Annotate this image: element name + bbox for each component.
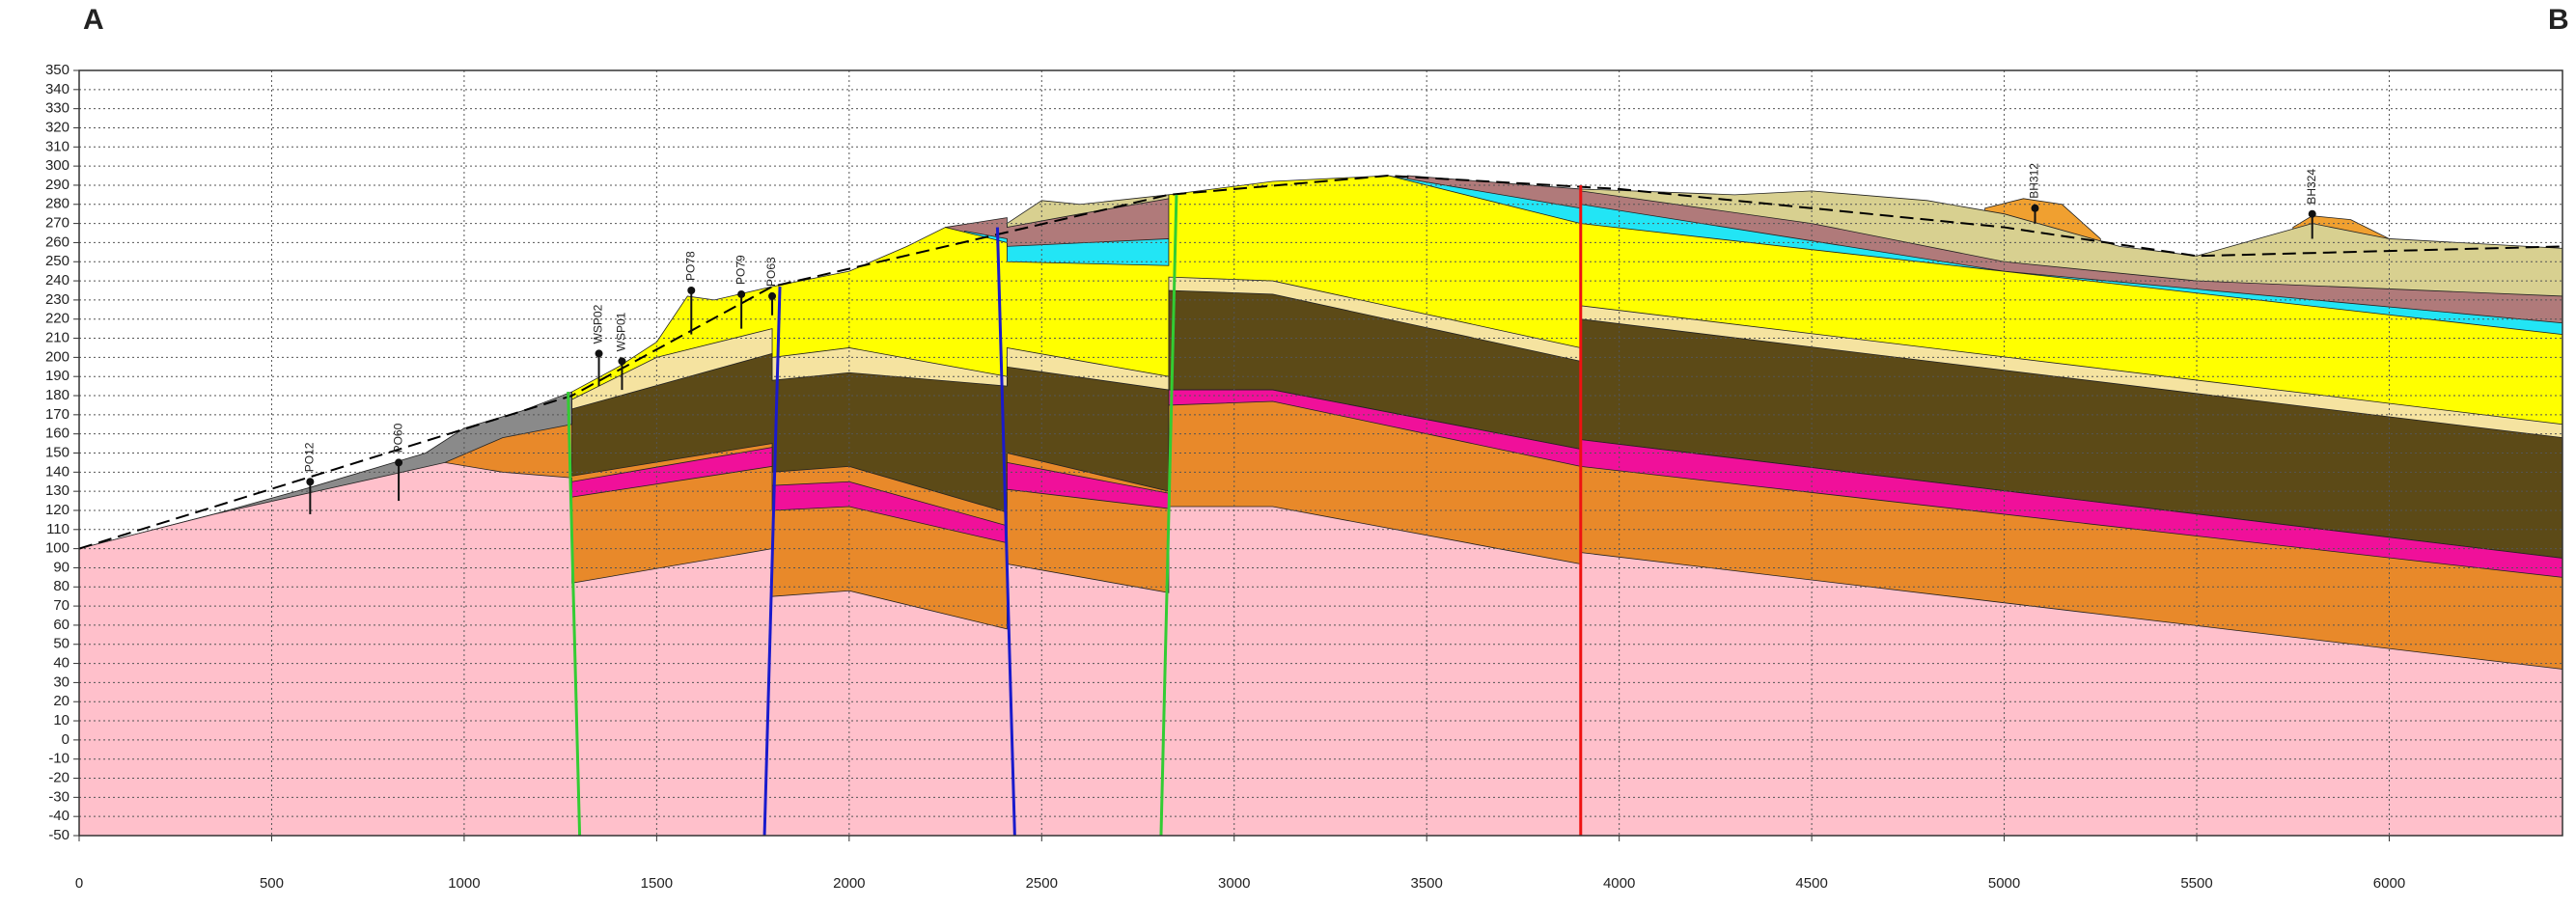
y-tick-label: -10 — [48, 751, 69, 767]
y-tick-label: 220 — [45, 311, 69, 327]
y-tick-label: 30 — [53, 673, 69, 690]
borehole-collar — [687, 287, 695, 294]
borehole-label: PO79 — [734, 255, 747, 285]
borehole-label: PO78 — [683, 251, 697, 281]
section-start-label: A — [83, 4, 104, 36]
chart: A B PO12 PO60 WSP02 WSP01 PO78 PO79 PO63 BH312 B… — [0, 0, 2576, 907]
borehole-label: BH324 — [2305, 169, 2318, 205]
x-tick-label: 0 — [75, 875, 83, 892]
y-tick-label: 250 — [45, 253, 69, 269]
x-tick-label: 6000 — [2373, 875, 2405, 892]
x-tick-label: 3000 — [1218, 875, 1250, 892]
y-tick-label: 130 — [45, 482, 69, 499]
y-tick-label: 110 — [46, 521, 69, 537]
y-tick-label: 180 — [45, 387, 69, 403]
borehole-collar — [596, 349, 603, 357]
y-tick-label: 230 — [45, 291, 69, 308]
x-tick-label: 500 — [260, 875, 284, 892]
borehole-label: PO60 — [391, 423, 404, 453]
y-tick-label: 40 — [53, 655, 69, 672]
x-tick-label: 3500 — [1411, 875, 1443, 892]
y-tick-label: 260 — [45, 234, 69, 250]
borehole-collar — [2031, 205, 2038, 212]
y-tick-label: 190 — [45, 368, 69, 384]
borehole-label: WSP02 — [592, 304, 605, 344]
borehole-collar — [768, 292, 776, 300]
x-tick-label: 2000 — [833, 875, 865, 892]
y-tick-label: 120 — [45, 502, 69, 518]
section-end-label: B — [2548, 4, 2569, 36]
borehole-label: PO12 — [303, 442, 317, 472]
y-tick-label: 140 — [45, 463, 69, 480]
borehole-collar — [737, 290, 745, 298]
y-tick-label: 330 — [45, 100, 69, 117]
borehole-label: PO63 — [764, 257, 778, 287]
y-tick-label: 320 — [45, 119, 69, 135]
borehole-collar — [2309, 210, 2316, 218]
borehole-collar — [618, 357, 625, 365]
y-tick-label: 280 — [45, 196, 69, 212]
y-tick-label: -40 — [48, 808, 69, 824]
borehole-collar — [306, 478, 314, 485]
y-tick-label: 300 — [45, 157, 69, 174]
y-tick-label: 160 — [45, 426, 69, 442]
y-tick-label: 20 — [53, 693, 69, 709]
y-tick-label: 50 — [53, 636, 69, 652]
y-tick-label: 310 — [45, 138, 69, 154]
borehole-label: BH312 — [2028, 163, 2041, 199]
y-tick-label: 170 — [45, 406, 69, 423]
x-tick-label: 5500 — [2180, 875, 2212, 892]
borehole-collar — [395, 458, 402, 466]
y-tick-label: 70 — [53, 597, 69, 614]
x-tick-label: 1000 — [448, 875, 480, 892]
y-tick-label: 150 — [45, 444, 69, 460]
y-tick-label: 240 — [45, 272, 69, 289]
x-tick-label: 2500 — [1026, 875, 1058, 892]
y-tick-label: -20 — [48, 769, 69, 785]
borehole-label: WSP01 — [615, 312, 628, 351]
y-tick-label: 100 — [45, 540, 69, 557]
page: A B PO12 PO60 WSP02 WSP01 PO78 PO79 PO63 BH312 B… — [0, 0, 2576, 907]
y-tick-label: 350 — [45, 62, 69, 78]
y-tick-label: -50 — [48, 827, 69, 843]
y-tick-label: 10 — [53, 712, 69, 728]
y-tick-label: 80 — [53, 578, 69, 594]
y-tick-label: 200 — [45, 348, 69, 365]
y-tick-label: 270 — [45, 215, 69, 232]
y-tick-label: 290 — [45, 177, 69, 193]
y-tick-label: 340 — [45, 81, 69, 97]
x-tick-label: 5000 — [1988, 875, 2020, 892]
y-tick-label: 210 — [45, 330, 69, 346]
y-tick-label: 60 — [53, 617, 69, 633]
y-tick-label: -30 — [48, 788, 69, 805]
x-tick-label: 4500 — [1795, 875, 1827, 892]
y-tick-label: 0 — [62, 731, 69, 748]
x-tick-label: 4000 — [1603, 875, 1635, 892]
y-tick-label: 90 — [53, 559, 69, 575]
x-tick-label: 1500 — [641, 875, 673, 892]
